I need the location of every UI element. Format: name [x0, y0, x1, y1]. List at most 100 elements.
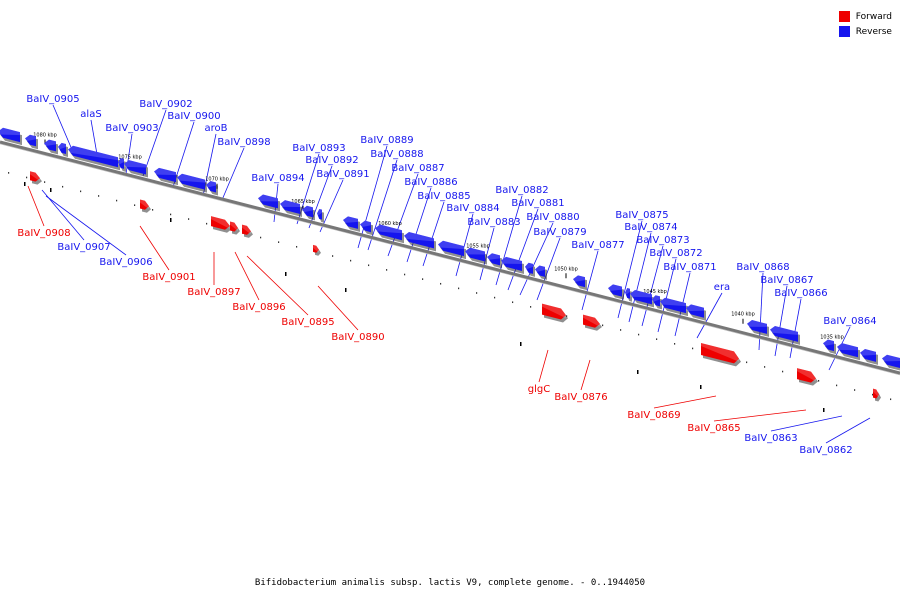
strand-dot [170, 213, 172, 216]
reverse-gene [360, 220, 373, 236]
strand-dot [80, 190, 82, 193]
reverse-gene [404, 231, 436, 252]
tick-label: 1050 kbp [554, 266, 578, 272]
strand-dot [566, 315, 568, 317]
gene-label: BaIV_0871 [663, 262, 716, 273]
label-leader [538, 349, 549, 383]
strand-dot [152, 209, 154, 211]
reverse-gene [860, 349, 878, 365]
strand-dot [620, 329, 622, 331]
reverse-gene [525, 262, 535, 277]
reverse-gene [124, 160, 148, 178]
strand-dot [818, 379, 820, 382]
strand-dot [476, 292, 478, 294]
strand-dot [62, 185, 64, 188]
legend: Forward Reverse [838, 9, 892, 39]
gene-label: BaIV_0875 [615, 210, 668, 221]
label-leader [422, 201, 445, 267]
reverse-gene [608, 284, 624, 300]
gene-label: BaIV_0873 [636, 235, 689, 246]
gene-label: BaIV_0864 [823, 316, 876, 327]
gene-label: BaIV_0869 [627, 410, 680, 421]
gene-label: BaIV_0903 [105, 123, 158, 134]
strand-dot [692, 347, 694, 350]
strand-dot [854, 389, 856, 391]
reverse-gene [630, 290, 654, 308]
reverse-gene [823, 339, 836, 355]
strand-mark [285, 272, 287, 276]
gene-label: BaIV_0883 [467, 217, 520, 228]
reverse-gene [280, 200, 302, 218]
gene-label: BaIV_0908 [17, 228, 70, 239]
gene-label: BaIV_0879 [533, 227, 586, 238]
label-leader [139, 225, 170, 271]
strand-dot [872, 393, 874, 396]
label-leader [825, 417, 871, 444]
label-leader [317, 285, 359, 331]
tick-label: 1045 kbp [643, 289, 667, 295]
strand-dot [278, 241, 280, 243]
reverse-gene [487, 253, 502, 269]
strand-dot [494, 296, 496, 299]
label-leader [519, 222, 554, 296]
label-leader [770, 415, 843, 432]
gene-label: BaIV_0885 [417, 191, 470, 202]
strand-dot [440, 282, 442, 285]
gene-label: era [714, 282, 730, 293]
strand-dot [602, 324, 604, 327]
tick-label: 1065 kbp [291, 199, 315, 205]
legend-label-reverse: Reverse [855, 26, 892, 37]
forward-gene [873, 388, 881, 402]
strand-dot [98, 195, 100, 197]
reverse-gene [882, 354, 900, 371]
label-leader [653, 395, 717, 409]
reverse-gene [258, 194, 280, 212]
gene-label: BaIV_0897 [187, 287, 240, 298]
tick-label: 1075 kbp [118, 154, 142, 160]
strand-dot [368, 264, 370, 267]
gene-label: BaIV_0892 [305, 155, 358, 166]
label-leader [455, 213, 474, 277]
legend-item-reverse: Reverse [838, 24, 892, 39]
label-leader [357, 145, 388, 249]
reverse-gene [837, 343, 860, 361]
label-leader [507, 208, 539, 291]
strand-dot [332, 255, 334, 257]
strand-mark [50, 188, 52, 192]
strand-mark [637, 370, 639, 374]
label-leader [641, 245, 664, 327]
gene-label: BaIV_0880 [526, 212, 579, 223]
gene-label: BaIV_0894 [251, 173, 304, 184]
label-leader [319, 179, 344, 233]
gene-label: BaIV_0905 [26, 94, 79, 105]
gene-label: BaIV_0882 [495, 185, 548, 196]
gene-label: BaIV_0877 [571, 240, 624, 251]
reverse-gene [154, 167, 178, 186]
label-leader [246, 255, 309, 316]
reverse-gene [58, 142, 68, 157]
reverse-gene [302, 205, 315, 221]
strand-dot [422, 278, 424, 280]
gene-label: BaIV_0900 [167, 111, 220, 122]
gene-label: BaIV_0868 [736, 262, 789, 273]
strand-dot [746, 361, 748, 364]
gene-label: glgC [528, 384, 550, 395]
strand-dot [656, 338, 658, 340]
forward-swatch [838, 11, 850, 22]
forward-gene [701, 342, 741, 367]
legend-label-forward: Forward [855, 11, 892, 22]
strand-dot [890, 398, 892, 401]
reverse-gene [343, 216, 360, 232]
genome-caption: Bifidobacterium animalis subsp. lactis V… [254, 578, 646, 588]
strand-mark [520, 342, 522, 346]
forward-gene [230, 221, 240, 235]
strand-mark [823, 408, 825, 412]
gene-label: BaIV_0863 [744, 433, 797, 444]
label-leader [581, 250, 599, 311]
gene-label: BaIV_0867 [760, 275, 813, 286]
reverse-gene [44, 139, 58, 155]
tick-label: 1035 kbp [820, 335, 844, 341]
label-leader [536, 237, 561, 301]
gene-label: BaIV_0891 [316, 169, 369, 180]
